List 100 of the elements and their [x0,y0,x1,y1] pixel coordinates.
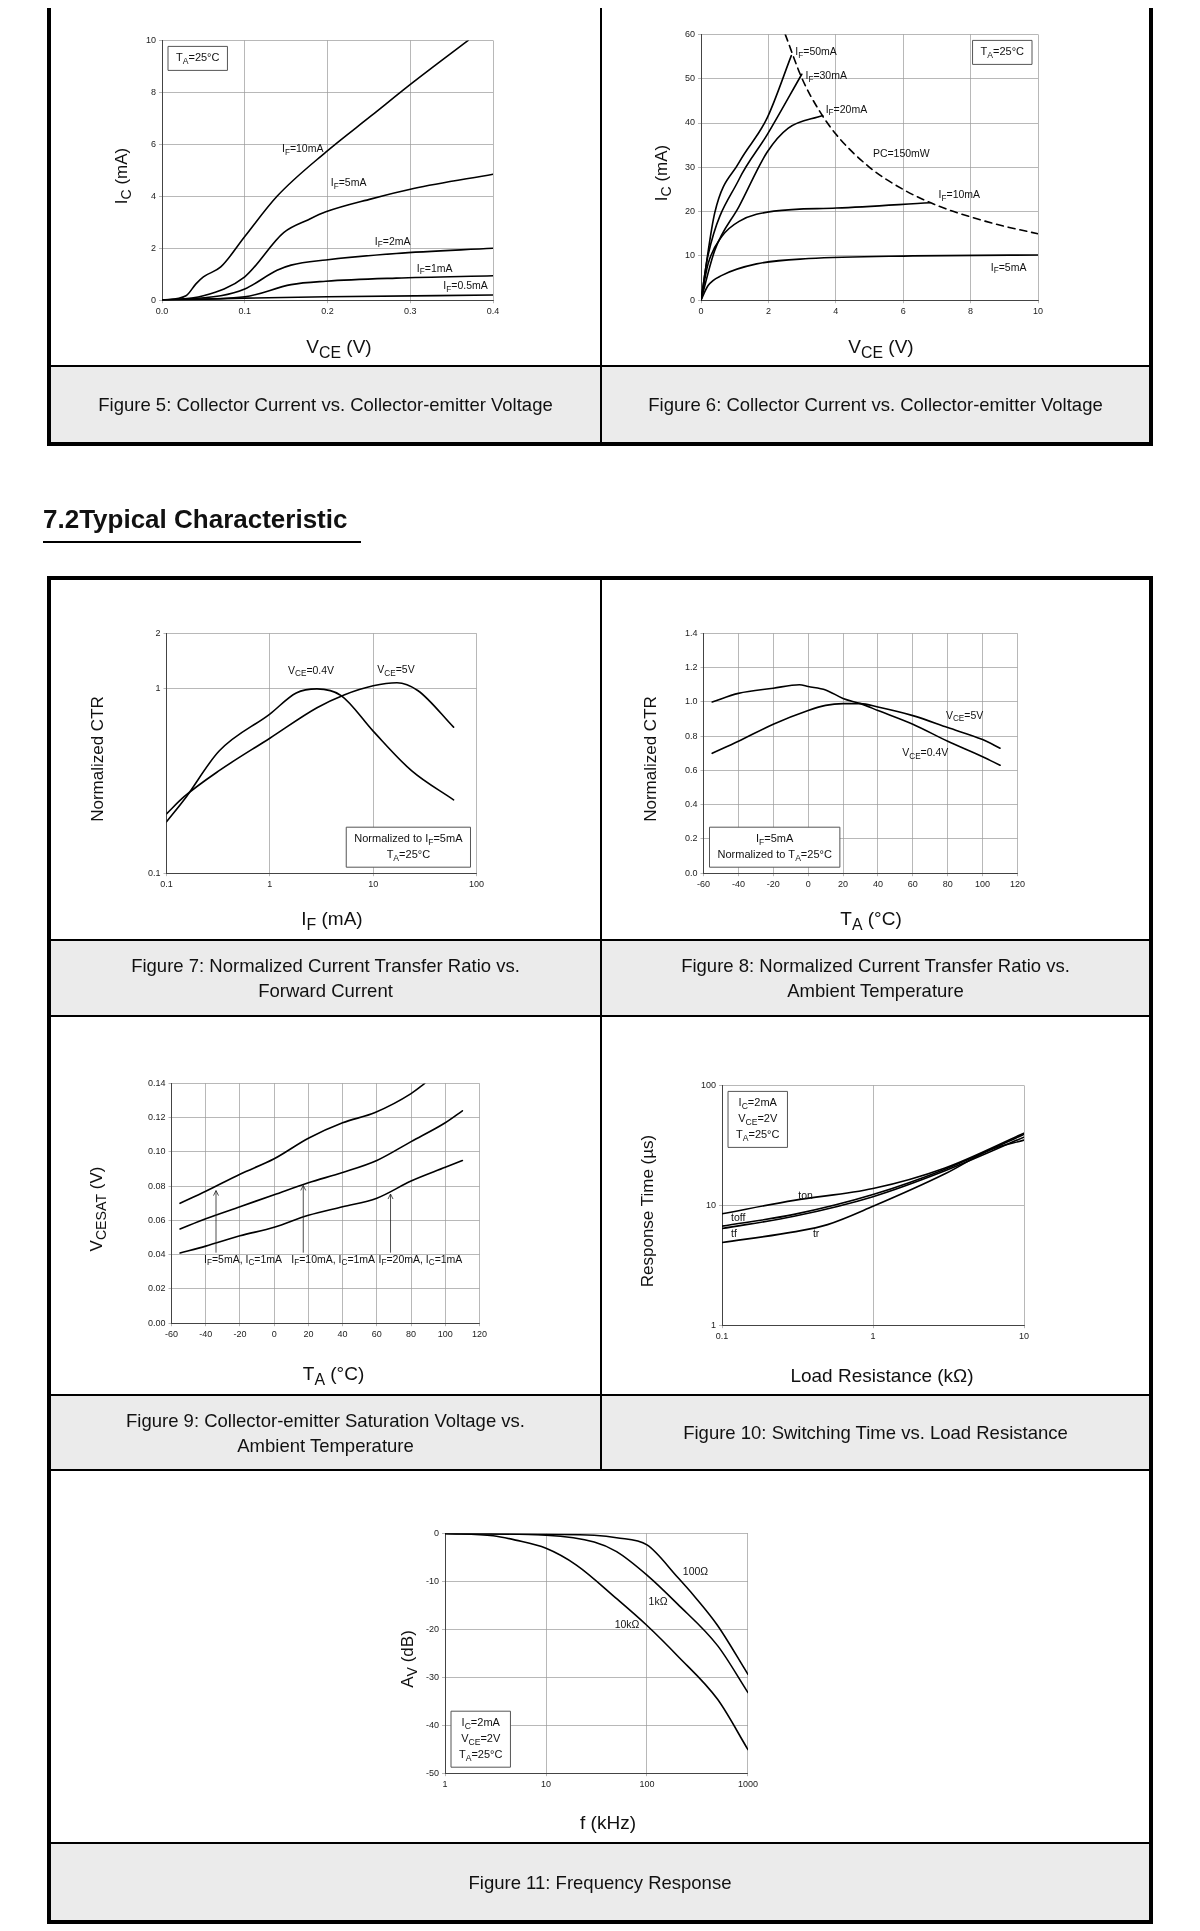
annotation: toff [731,1211,746,1224]
y-tick-label: 0.1 [148,867,161,878]
x-axis-title: V$_{CE}$ (V) [848,336,914,362]
y-tick-label: -40 [425,1719,440,1730]
y-tick-label: 1.4 [685,627,698,638]
y-axis-title: Response Time (µs) [638,1134,658,1288]
y-tick-label: -20 [425,1623,440,1634]
x-tick-label: 6 [900,306,906,317]
y-tick-label: 1.2 [685,662,698,673]
x-tick-label: 0.1 [238,306,252,317]
y-tick-label: 0.02 [147,1283,166,1294]
x-tick-label: -60 [697,879,711,890]
x-tick-label: 1 [870,1331,876,1342]
y-tick-label: 0.0 [685,867,698,878]
x-tick-label: -40 [731,879,745,890]
x-tick-label: 0.1 [715,1331,729,1342]
y-tick-label: 1 [711,1319,717,1330]
y-tick-label: 0.14 [147,1077,166,1088]
text: Figure 7: Normalized Current Transfer Ratio vs. Forward Current [130,954,521,1003]
x-tick-label: 0.4 [486,306,500,317]
annotation: tf [731,1226,737,1239]
x-tick-label: 10 [368,879,379,890]
annotation: PC=150mW [872,146,930,159]
x-tick-label: 8 [968,306,974,317]
y-tick-label: 30 [685,161,696,172]
y-tick-label: 2 [151,242,157,253]
annotation: ton [798,1188,814,1201]
x-axis-title: T$_{A}$ (°C) [302,1363,365,1389]
x-tick-label: 100 [437,1329,453,1340]
text: Figure 6: Collector Current vs. Collector-emitter Voltage [648,393,1103,417]
y-tick-label: 0.08 [147,1180,166,1191]
y-tick-label: 60 [685,28,696,39]
y-tick-label: 0.4 [685,799,698,810]
x-tick-label: 60 [907,879,918,890]
x-tick-label: 20 [303,1329,314,1340]
y-tick-label: 0.8 [685,730,698,741]
text: Figure 5: Collector Current vs. Collector-emitter Voltage [98,393,553,417]
x-tick-label: 0.3 [403,306,417,317]
y-tick-label: 100 [700,1079,717,1090]
y-tick-label: 2 [155,627,161,638]
y-tick-label: 0.6 [685,764,698,775]
annotation: tr [812,1227,820,1240]
x-tick-label: 10 [540,1779,552,1790]
annotation: 100Ω [682,1564,709,1577]
annotation: 10kΩ [614,1618,640,1631]
y-tick-label: 0.12 [147,1112,166,1123]
x-axis-title: Load Resistance (kΩ) [790,1365,974,1387]
x-tick-label: -20 [233,1329,247,1340]
x-tick-label: 80 [942,879,953,890]
text: Figure 10: Switching Time vs. Load Resistance [683,1421,1068,1445]
x-tick-label: 120 [1009,879,1026,890]
x-tick-label: -20 [766,879,780,890]
x-axis-title: V$_{CE}$ (V) [306,336,372,362]
x-tick-label: 1000 [737,1779,758,1790]
y-tick-label: 0 [690,294,696,305]
x-tick-label: 40 [872,879,883,890]
y-tick-label: 40 [685,117,696,128]
y-tick-label: 10 [146,34,157,45]
x-tick-label: 2 [765,306,771,317]
y-axis-title: Normalized CTR [88,696,108,822]
y-tick-label: 20 [685,206,696,217]
y-tick-label: 1.0 [685,696,698,707]
y-tick-label: 0.00 [147,1317,166,1328]
x-axis-title: T$_{A}$ (°C) [840,908,902,934]
x-tick-label: 0 [271,1329,277,1340]
x-tick-label: 100 [639,1779,655,1790]
y-tick-label: 0.06 [147,1214,166,1225]
y-tick-label: 0.2 [685,833,698,844]
x-axis-title: f (kHz) [580,1812,636,1834]
y-tick-label: 10 [706,1199,717,1210]
y-tick-label: 0.10 [147,1146,166,1157]
x-tick-label: 1 [442,1779,448,1790]
y-tick-label: 8 [151,86,157,97]
x-tick-label: 60 [371,1329,382,1340]
x-tick-label: 40 [337,1329,348,1340]
text: Figure 8: Normalized Current Transfer Ratio vs. Ambient Temperature [680,954,1071,1003]
x-tick-label: 80 [406,1329,417,1340]
y-tick-label: 0 [151,294,157,305]
chart-subtitle: 7.2Typical Characteristic [43,504,362,543]
x-tick-label: -60 [165,1329,179,1340]
x-axis-title: I$_{F}$ (mA) [301,908,363,934]
y-tick-label: 10 [685,250,696,261]
x-tick-label: 20 [838,879,849,890]
y-tick-label: 1 [155,683,161,694]
y-axis-title: Normalized CTR [641,696,661,822]
text: Figure 9: Collector-emitter Saturation Voltage vs. Ambient Temperature [125,1408,526,1458]
x-tick-label: 10 [1032,306,1044,317]
y-tick-label: 4 [151,190,157,201]
x-tick-label: -40 [199,1329,213,1340]
text: Figure 11: Frequency Response [468,1870,732,1895]
y-tick-label: -30 [425,1671,440,1682]
y-tick-label: -10 [425,1575,440,1586]
x-tick-label: 0.2 [321,306,334,317]
y-tick-label: 50 [685,73,696,84]
x-tick-label: 120 [471,1329,488,1340]
x-tick-label: 100 [975,879,991,890]
y-tick-label: 6 [151,138,157,149]
x-tick-label: 1 [267,879,273,890]
x-tick-label: 4 [833,306,839,317]
x-tick-label: 100 [468,879,485,890]
